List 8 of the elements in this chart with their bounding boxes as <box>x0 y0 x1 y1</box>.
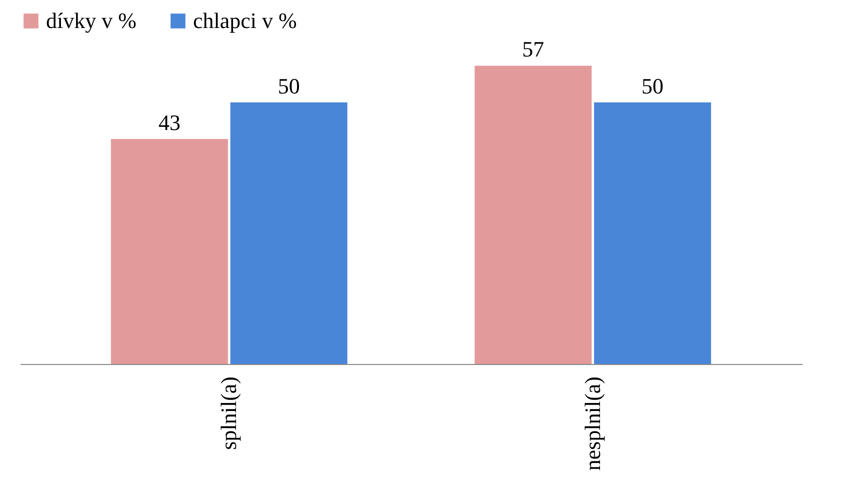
x-tick-label: splnil(a) <box>216 376 242 450</box>
data-label: 50 <box>642 73 664 98</box>
legend-label: dívky v % <box>46 8 136 33</box>
data-label: 57 <box>522 36 544 62</box>
data-label: 43 <box>158 110 180 135</box>
x-tick-label: nesplnil(a) <box>580 376 605 471</box>
legend-label: chlapci v % <box>193 8 297 33</box>
data-label: 50 <box>278 73 300 98</box>
